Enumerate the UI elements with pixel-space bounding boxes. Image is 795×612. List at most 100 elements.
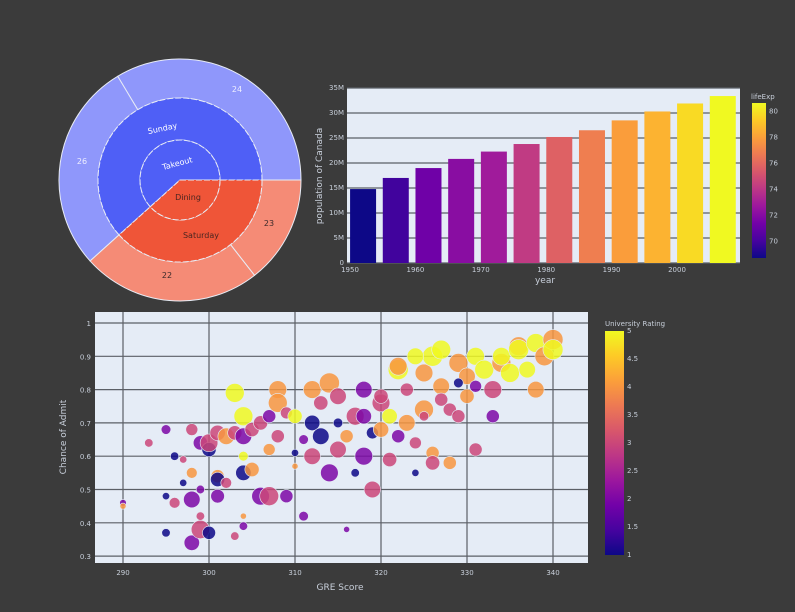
y-tick-label: 35M [329, 84, 344, 92]
scatter-point [259, 486, 279, 506]
scatter-point [451, 409, 466, 424]
scatter-point [418, 411, 430, 422]
sunburst-label-outer: 23 [264, 219, 274, 228]
scatter-chart-admission: 290 300 310 320 330 340 0.3 0.4 0.5 0.6 0.7 0.8 0.9 1… [59, 312, 665, 593]
colorbar-tick-label: 72 [769, 212, 778, 220]
scatter-point [298, 434, 309, 445]
colorbar-tick-label: 3 [627, 439, 631, 447]
bar-chart-population: 0 5M 10M 15M 20M 25M 30M 35M 1950 1960 1970 1980 199… [315, 84, 778, 286]
scatter-point [339, 429, 354, 444]
y-tick-label: 25M [329, 134, 344, 142]
scatter-point [195, 511, 205, 521]
scatter-point [329, 387, 347, 405]
scatter-point [381, 408, 398, 425]
scatter-point [238, 521, 248, 531]
sunburst-label-dining: Dining [175, 193, 201, 202]
bar [513, 144, 540, 263]
scatter-point [240, 512, 247, 520]
y-tick-label: 0.8 [80, 387, 91, 395]
scatter-point [442, 455, 457, 470]
x-tick-label: 300 [202, 569, 215, 577]
scatter-point [500, 363, 520, 383]
sunburst-label-saturday: Saturday [183, 231, 219, 240]
scatter-point [179, 455, 188, 464]
scatter-point [431, 339, 451, 360]
x-tick-label: 340 [546, 569, 559, 577]
scatter-point [244, 462, 260, 477]
scatter-point [313, 395, 329, 411]
scatter-point [202, 525, 216, 540]
y-tick-label: 0.3 [80, 553, 91, 561]
scatter-point [210, 489, 225, 504]
scatter-point [329, 440, 347, 459]
scatter-point [195, 484, 205, 495]
bar [578, 130, 605, 263]
scatter-point [389, 357, 408, 376]
scatter-point [320, 463, 339, 483]
scatter-point [168, 497, 181, 509]
y-tick-label: 20M [329, 159, 344, 167]
y-tick-label: 15M [329, 184, 344, 192]
scatter-point [411, 468, 420, 477]
x-tick-label: 1980 [537, 266, 555, 274]
scatter-point [527, 381, 545, 399]
x-axis-title: year [535, 276, 555, 286]
x-tick-label: 1990 [603, 266, 621, 274]
bar [382, 177, 409, 263]
scatter-point [298, 511, 309, 522]
y-tick-label: 5M [334, 234, 345, 242]
scatter-point [363, 480, 382, 499]
scatter-point [398, 414, 416, 432]
x-axis-title: GRE Score [317, 583, 364, 593]
scatter-point [144, 438, 154, 448]
bar [546, 136, 573, 263]
scatter-point [355, 381, 373, 399]
colorbar-tick-label: 2 [627, 495, 631, 503]
scatter-point [183, 534, 200, 551]
scatter-point [161, 528, 171, 538]
scatter-point [372, 421, 390, 438]
y-tick-label: 0.5 [80, 487, 91, 495]
y-tick-label: 10M [329, 209, 344, 217]
scatter-point [270, 429, 285, 444]
bar [709, 96, 736, 264]
scatter-point [425, 455, 441, 471]
sunburst-label-outer: 26 [77, 157, 87, 166]
scatter-point [262, 443, 276, 456]
scatter-point [160, 424, 172, 435]
bar [350, 189, 377, 263]
x-tick-label: 310 [288, 569, 301, 577]
scatter-point [262, 409, 277, 424]
scatter-point [238, 451, 249, 462]
scatter-point [319, 372, 340, 394]
scatter-point [185, 423, 199, 436]
x-tick-label: 1950 [341, 266, 359, 274]
scatter-point [225, 383, 245, 403]
y-tick-label: 1 [87, 320, 91, 328]
scatter-point [170, 451, 180, 461]
scatter-point [434, 392, 449, 407]
scatter-point [303, 447, 321, 465]
bar [480, 151, 507, 263]
colorbar-tick-label: 1.5 [627, 523, 638, 531]
plot-background [347, 88, 740, 263]
scatter-point [179, 478, 188, 487]
scatter-point [414, 363, 434, 383]
scatter-point [291, 448, 299, 457]
scatter-point [373, 388, 389, 404]
x-tick-label: 320 [374, 569, 387, 577]
scatter-point [492, 347, 511, 366]
sunburst-label-outer: 24 [232, 85, 242, 94]
colorbar-tick-label: 80 [769, 108, 778, 116]
bar [448, 158, 475, 263]
colorbar-tick-label: 78 [769, 134, 778, 142]
x-tick-label: 290 [116, 569, 129, 577]
scatter-point [312, 427, 330, 445]
colorbar-tick-label: 4.5 [627, 355, 638, 363]
scatter-point [406, 347, 425, 365]
scatter-point [355, 408, 372, 425]
sunburst-segment-takeout [139, 139, 221, 208]
scatter-point [483, 380, 502, 399]
